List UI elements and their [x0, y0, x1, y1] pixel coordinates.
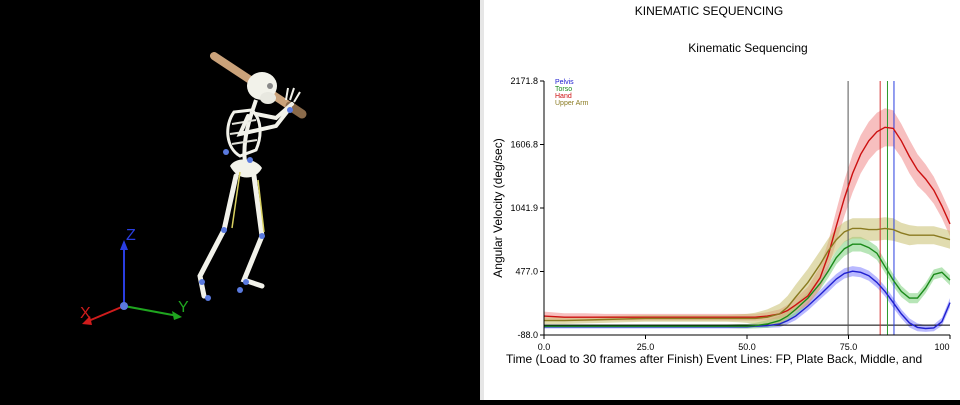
y-axis-label: Y — [178, 299, 189, 316]
y-axis-label: Angular Velocity (deg/sec) — [491, 138, 505, 277]
panel-title: KINEMATIC SEQUENCING — [634, 4, 784, 18]
hand-fingers — [285, 87, 301, 103]
error-band-upper-arm — [544, 217, 950, 326]
x-arrow-head — [82, 316, 92, 325]
y-axis — [123, 305, 179, 317]
tick-labels: -88.0 477.0 1041.9 1606.8 2171.8 0.0 25.0 50.0 7… — [510, 76, 949, 352]
pelvis — [230, 159, 262, 178]
y-tick-label: 1606.8 — [510, 140, 538, 150]
x-tick-label: 25.0 — [637, 342, 655, 352]
chart-panel: KINEMATIC SEQUENCING Kinematic Sequencin… — [484, 0, 960, 400]
skeleton-viewer[interactable]: Z Y X — [0, 0, 480, 400]
eye-socket — [267, 83, 273, 89]
joint-markers — [199, 107, 293, 301]
x-tick-label: 50.0 — [738, 342, 756, 352]
error-bands — [544, 108, 950, 332]
series-line-hand — [543, 126, 951, 318]
kinematic-chart[interactable]: Kinematic Sequencing Angular Velocity (d… — [484, 0, 960, 400]
chart-axes — [540, 80, 951, 339]
gizmo-origin — [120, 302, 128, 310]
y-tick-label: 2171.8 — [510, 76, 538, 86]
legend-item-pelvis: Pelvis — [555, 79, 574, 86]
ribcage — [226, 108, 262, 158]
chart-title: Kinematic Sequencing — [688, 41, 807, 55]
right-leg — [240, 173, 265, 289]
legend-item-upper-arm: Upper Arm — [555, 100, 589, 107]
x-axis — [85, 305, 125, 323]
right-arm — [254, 102, 294, 121]
x-axis-label: Time (Load to 30 frames after Finish) Ev… — [506, 352, 922, 366]
series-lines — [543, 126, 951, 330]
x-tick-label: 75.0 — [840, 342, 858, 352]
x-tick-label: 100 — [934, 342, 949, 352]
skeleton-viewport[interactable]: Z Y X — [0, 0, 480, 400]
series-line-torso — [544, 243, 951, 327]
y-tick-label: -88.0 — [517, 330, 538, 340]
panel-divider[interactable] — [480, 0, 484, 400]
axes-gizmo[interactable]: Z Y X — [80, 227, 189, 325]
y-tick-label: 1041.9 — [510, 203, 538, 213]
jaw — [260, 92, 276, 104]
event-lines — [847, 81, 895, 335]
error-band-hand — [544, 108, 950, 322]
z-axis-label: Z — [126, 227, 136, 244]
x-tick-label: 0.0 — [538, 342, 551, 352]
left-arm — [236, 106, 292, 137]
left-leg — [197, 173, 239, 299]
leg-marker-lines — [231, 171, 265, 233]
y-tick-label: 477.0 — [515, 266, 538, 276]
legend-item-hand: Hand — [555, 93, 572, 100]
legend-item-torso: Torso — [555, 86, 572, 93]
z-arrow-head — [120, 240, 128, 250]
bat-knob — [285, 101, 307, 119]
series-line-upper-arm — [544, 227, 951, 322]
x-axis-label: X — [80, 305, 91, 322]
y-arrow-head — [172, 311, 182, 320]
